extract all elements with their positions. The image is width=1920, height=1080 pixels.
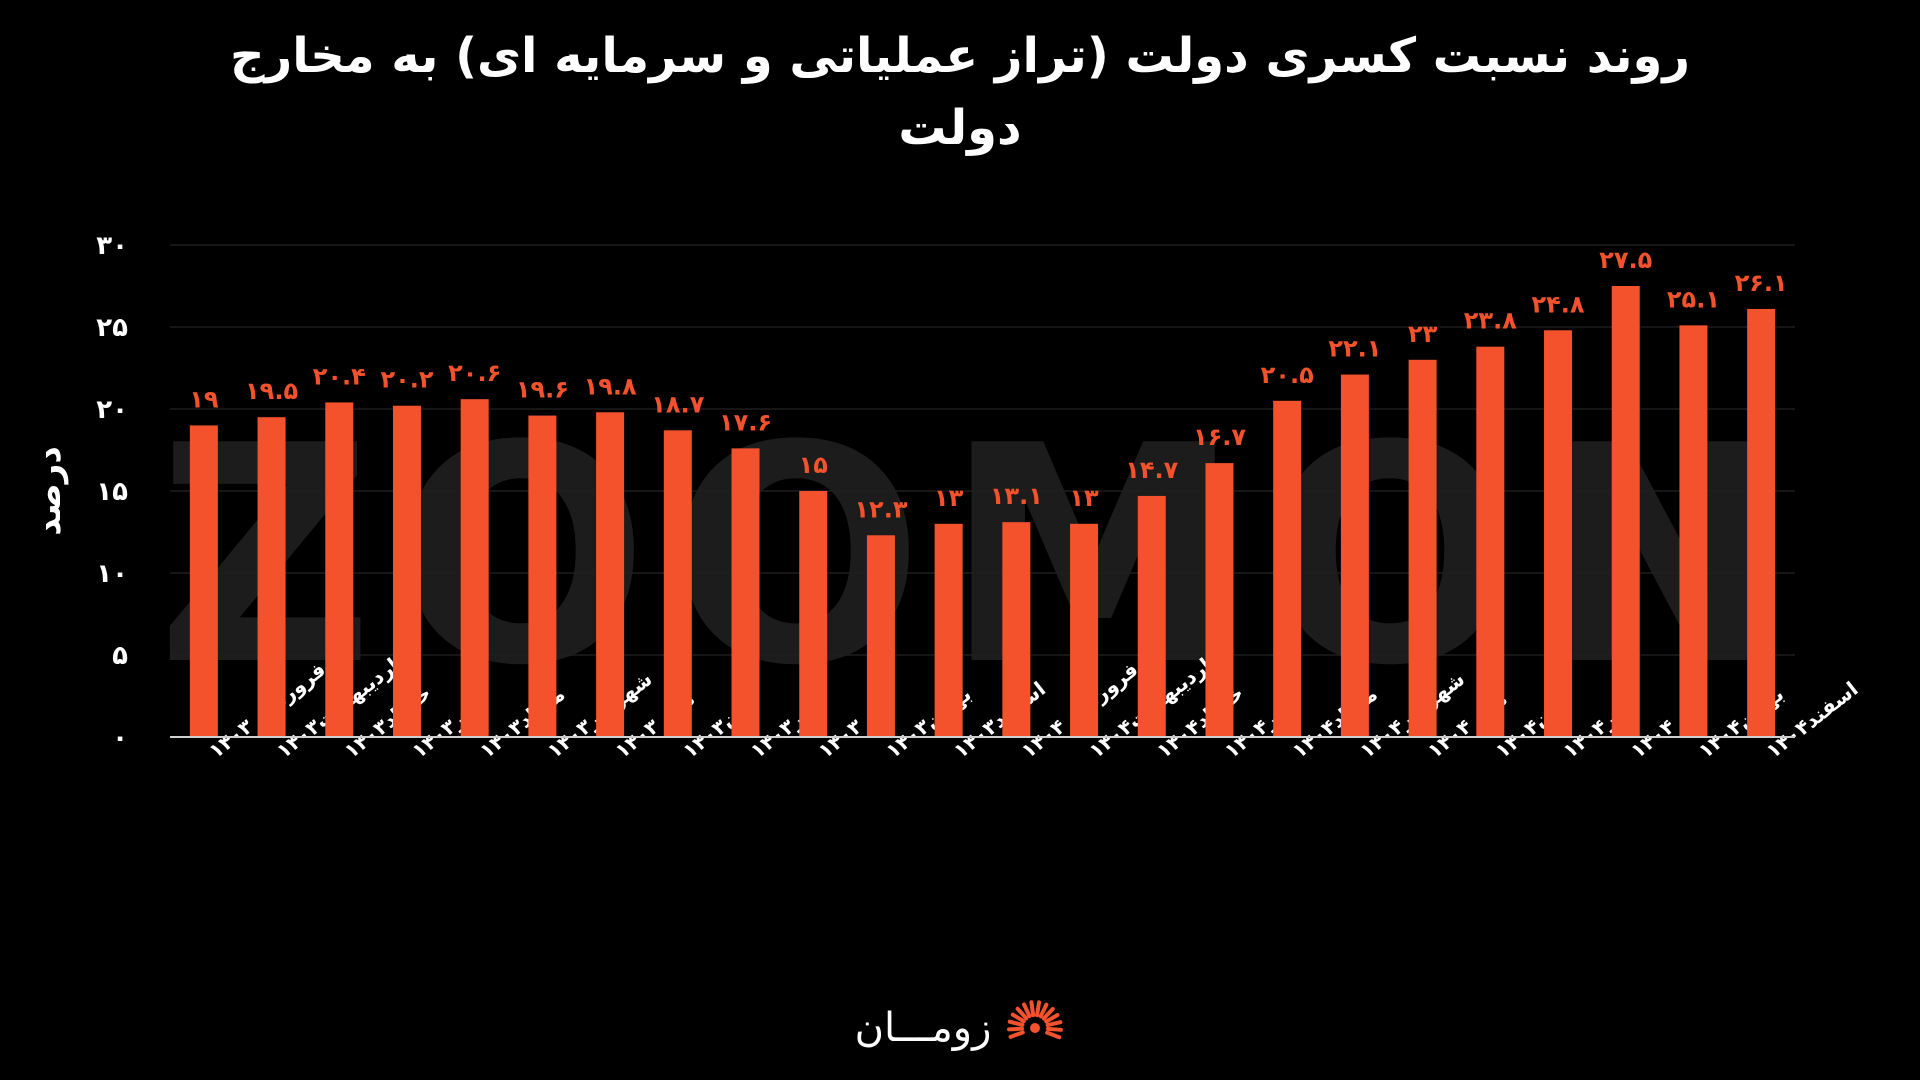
bar bbox=[866, 535, 895, 737]
bar bbox=[460, 399, 489, 737]
bar-value-label: ۱۹.۵ bbox=[245, 377, 298, 405]
y-axis-title: درصد bbox=[29, 446, 69, 536]
brand-name: زومـــان bbox=[854, 1005, 992, 1051]
bar bbox=[663, 430, 692, 737]
brand-logo: زومـــان bbox=[840, 998, 1080, 1058]
bar-value-label: ۲۳.۸ bbox=[1464, 307, 1517, 335]
bar-value-label: ۱۳ bbox=[1069, 484, 1099, 512]
bar bbox=[1340, 374, 1369, 737]
logo-ray bbox=[1035, 1000, 1042, 1018]
bar bbox=[1205, 463, 1234, 737]
bar-value-label: ۲۰.۶ bbox=[448, 359, 501, 387]
y-tick-label: ۵ bbox=[112, 641, 128, 671]
bar bbox=[1408, 359, 1437, 737]
bar bbox=[1002, 522, 1031, 737]
bar-value-label: ۱۶.۷ bbox=[1193, 423, 1246, 451]
y-tick-label: ۱۰ bbox=[96, 559, 128, 589]
y-tick-label: ۲۵ bbox=[96, 313, 128, 343]
bar-value-label: ۱۹ bbox=[189, 385, 219, 413]
bar-value-label: ۲۶.۱ bbox=[1735, 269, 1788, 297]
bar bbox=[1137, 495, 1166, 737]
y-tick-label: ۲۰ bbox=[96, 395, 128, 425]
bar bbox=[1544, 330, 1573, 737]
bar-value-label: ۱۹.۸ bbox=[584, 372, 637, 400]
logo-ray bbox=[1008, 1030, 1026, 1039]
y-tick-label: ۱۵ bbox=[96, 477, 128, 507]
bar-value-label: ۲۵.۱ bbox=[1667, 285, 1720, 313]
sunburst-icon bbox=[1007, 1000, 1064, 1040]
bar bbox=[1476, 346, 1505, 737]
bar bbox=[189, 425, 218, 737]
bar bbox=[1273, 400, 1302, 737]
bar bbox=[392, 405, 421, 737]
bar-value-label: ۲۴.۸ bbox=[1531, 290, 1584, 318]
logo-ray bbox=[1029, 1000, 1036, 1018]
bar-value-label: ۱۷.۶ bbox=[719, 408, 772, 436]
logo-ray bbox=[1044, 1013, 1060, 1024]
bar-value-label: ۱۵ bbox=[799, 451, 828, 479]
bar-value-label: ۲۷.۵ bbox=[1599, 246, 1652, 274]
logo-ray bbox=[1011, 1012, 1027, 1024]
logo-ray bbox=[1039, 1002, 1049, 1019]
bar bbox=[325, 402, 354, 737]
logo-ray bbox=[1042, 1006, 1056, 1021]
chart-title: روند نسبت کسری دولت (تراز عملیاتی و سرما… bbox=[229, 28, 1691, 156]
bar-value-label: ۱۳.۱ bbox=[990, 482, 1043, 510]
bar-value-label: ۲۲.۱ bbox=[1328, 335, 1381, 363]
logo-ray bbox=[1015, 1006, 1029, 1021]
bar-value-label: ۱۸.۷ bbox=[651, 390, 704, 418]
y-tick-label: ۳۰ bbox=[96, 231, 128, 261]
bar-value-label: ۲۰.۲ bbox=[380, 366, 433, 394]
logo-ray bbox=[1007, 1026, 1025, 1032]
bar-value-label: ۲۳ bbox=[1408, 320, 1438, 348]
bar bbox=[799, 491, 828, 737]
bar bbox=[528, 415, 557, 737]
logo-ray bbox=[1046, 1026, 1064, 1032]
bar bbox=[1611, 286, 1640, 737]
bar-value-label: ۱۳ bbox=[934, 484, 964, 512]
bar bbox=[257, 417, 286, 737]
logo-ray bbox=[1022, 1002, 1032, 1019]
bar-value-label: ۲۰.۵ bbox=[1261, 361, 1314, 389]
bar bbox=[1679, 325, 1708, 737]
logo-ray bbox=[1046, 1020, 1063, 1028]
logo-ray bbox=[1045, 1030, 1062, 1040]
bar-value-label: ۱۴.۷ bbox=[1125, 456, 1178, 484]
bar bbox=[934, 523, 963, 737]
bar-value-label: ۲۰.۴ bbox=[313, 362, 366, 390]
watermark-text: ZOOMON bbox=[156, 382, 1808, 731]
bar bbox=[1747, 308, 1776, 737]
bar bbox=[1070, 523, 1099, 737]
bar-value-label: ۱۲.۳ bbox=[854, 495, 907, 523]
bar bbox=[731, 448, 760, 737]
y-tick-label: ۰ bbox=[112, 723, 128, 753]
bar bbox=[596, 412, 625, 737]
logo-ray bbox=[1008, 1019, 1025, 1027]
bar-value-label: ۱۹.۶ bbox=[516, 376, 569, 404]
